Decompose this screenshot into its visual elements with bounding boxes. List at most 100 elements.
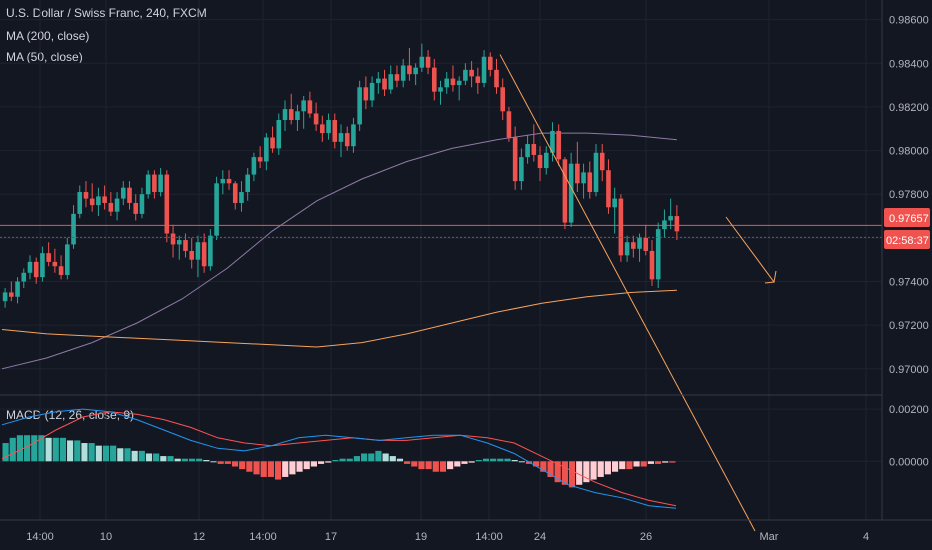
candle-body: [425, 56, 431, 68]
candle-body: [568, 163, 574, 223]
macd-histogram-bar: [533, 461, 540, 467]
macd-histogram-bar: [404, 461, 411, 464]
macd-histogram-bar: [31, 435, 38, 462]
candle-body: [2, 292, 8, 302]
macd-histogram-bar: [604, 461, 611, 475]
candle-body: [655, 229, 661, 280]
macd-histogram-bar: [160, 456, 167, 462]
price-tick-label: 0.97800: [889, 189, 929, 201]
macd-histogram-bar: [647, 461, 654, 464]
candle-body: [506, 111, 512, 138]
candle-body: [46, 253, 51, 262]
macd-histogram-bar: [231, 461, 239, 467]
candle-body: [214, 183, 219, 236]
macd-histogram-bar: [432, 461, 439, 472]
candle-body: [662, 220, 667, 230]
candle-body: [208, 235, 213, 267]
candle-body: [71, 213, 76, 245]
macd-histogram-bar: [38, 435, 45, 462]
macd-histogram-bar: [669, 461, 676, 463]
candle-body: [338, 133, 344, 142]
candle-body: [351, 124, 356, 147]
macd-histogram-bar: [2, 443, 9, 462]
macd-histogram-bar: [45, 437, 52, 462]
candle-body: [344, 133, 350, 147]
macd-tick-label: 0.00200: [889, 404, 929, 416]
time-tick-label: 12: [193, 531, 205, 543]
candle-body: [102, 196, 107, 203]
candle-body: [519, 157, 524, 182]
macd-histogram-bar: [504, 458, 511, 462]
macd-histogram-bar: [640, 461, 647, 467]
macd-histogram: [2, 435, 676, 488]
price-axis[interactable]: 0.98600 0.98400 0.98200 0.98000 0.97800 0.976…: [889, 15, 929, 376]
candle-body: [593, 152, 599, 193]
macd-histogram-bar: [654, 461, 662, 464]
candle-body: [562, 159, 568, 223]
candle-body: [525, 144, 530, 158]
candle-body: [481, 56, 487, 83]
candle-body: [668, 216, 673, 221]
candle-body: [612, 198, 617, 208]
macd-histogram-bar: [59, 437, 67, 462]
ma50-line: [1, 132, 677, 370]
macd-histogram-bar: [303, 461, 310, 470]
macd-histogram-bar: [611, 461, 619, 472]
candle-body: [431, 67, 437, 92]
candle-body: [301, 100, 306, 112]
candle-body: [176, 240, 182, 245]
macd-histogram-bar: [88, 443, 95, 462]
trendline[interactable]: [499, 54, 756, 532]
macd-axis[interactable]: 0.00200 0.00000: [889, 404, 929, 468]
candle-body: [270, 137, 275, 149]
macd-histogram-bar: [117, 448, 124, 462]
price-tag: 0.97657 02:58:37: [884, 208, 930, 249]
time-axis[interactable]: 14:00 10 12 14:00 17 19 14:00 24 26 Mar 4: [26, 531, 869, 543]
candle-body: [276, 120, 282, 149]
candle-body: [531, 144, 537, 155]
candle-body: [152, 174, 157, 193]
ma200-legend[interactable]: MA (200, close): [6, 29, 90, 43]
macd-histogram-bar: [353, 456, 361, 462]
candle-body: [251, 157, 257, 175]
macd-histogram-bar: [196, 458, 203, 462]
candle-body: [226, 178, 232, 184]
macd-histogram-bar: [95, 445, 102, 462]
candle-body: [487, 56, 493, 70]
candle-body: [500, 87, 506, 112]
macd-histogram-bar: [296, 461, 303, 472]
macd-histogram-bar: [9, 437, 16, 462]
macd-histogram-bar: [662, 461, 669, 463]
macd-histogram-bar: [224, 461, 231, 464]
candle-body: [400, 65, 406, 81]
drawings[interactable]: [499, 54, 777, 532]
candle-body: [413, 67, 418, 75]
time-tick-label: Mar: [760, 531, 779, 543]
macd-histogram-bar: [425, 461, 432, 470]
candle-body: [245, 174, 250, 193]
candle-body: [158, 174, 163, 193]
macd-histogram-bar: [439, 461, 447, 472]
projection-arrow[interactable]: [725, 216, 777, 284]
candle-body: [631, 242, 636, 249]
macd-histogram-bar: [626, 461, 633, 470]
price-tick-label: 0.98600: [889, 15, 929, 27]
candle-body: [170, 233, 176, 245]
ma200-line: [1, 289, 677, 348]
candle-body: [543, 152, 549, 169]
price-tick-label: 0.98000: [889, 146, 929, 158]
macd-histogram-bar: [389, 456, 396, 462]
candle-body: [556, 130, 561, 160]
candle-body: [77, 192, 83, 214]
candle-body: [357, 87, 362, 125]
macd-histogram-bar: [583, 461, 590, 483]
macd-histogram-bar: [375, 450, 382, 462]
candle-body: [326, 120, 331, 134]
macd-histogram-bar: [361, 453, 368, 462]
macd-histogram-bar: [289, 461, 296, 475]
candle-body: [575, 163, 580, 184]
ma50-legend[interactable]: MA (50, close): [6, 50, 83, 64]
macd-histogram-bar: [253, 461, 260, 475]
macd-legend[interactable]: MACD (12, 26, close, 9): [6, 408, 135, 422]
